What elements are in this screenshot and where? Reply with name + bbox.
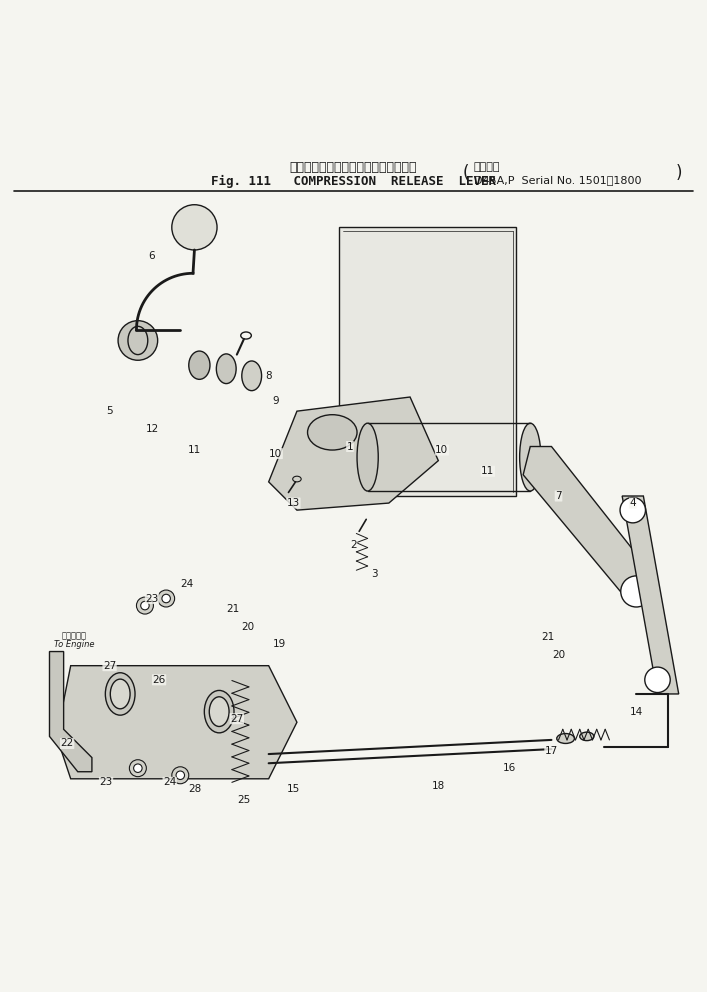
Text: 19: 19 bbox=[273, 640, 286, 650]
Text: 23: 23 bbox=[100, 778, 112, 788]
Text: 10: 10 bbox=[436, 445, 448, 455]
Ellipse shape bbox=[216, 354, 236, 384]
Text: 5: 5 bbox=[106, 406, 113, 417]
Text: 9: 9 bbox=[272, 396, 279, 406]
Text: 8: 8 bbox=[265, 371, 272, 381]
Ellipse shape bbox=[189, 351, 210, 379]
Text: 27: 27 bbox=[230, 713, 243, 724]
Text: (: ( bbox=[463, 164, 469, 182]
Text: 11: 11 bbox=[188, 445, 201, 455]
Text: 20: 20 bbox=[241, 622, 254, 632]
Ellipse shape bbox=[128, 326, 148, 354]
Circle shape bbox=[141, 601, 149, 610]
Circle shape bbox=[134, 764, 142, 773]
Polygon shape bbox=[523, 446, 658, 602]
Text: 23: 23 bbox=[146, 593, 158, 603]
Ellipse shape bbox=[308, 415, 357, 450]
Circle shape bbox=[172, 767, 189, 784]
Text: D45A,P  Serial No. 1501～1800: D45A,P Serial No. 1501～1800 bbox=[474, 175, 641, 185]
Circle shape bbox=[136, 597, 153, 614]
Ellipse shape bbox=[520, 424, 541, 491]
Text: 21: 21 bbox=[542, 633, 554, 643]
Ellipse shape bbox=[580, 732, 594, 741]
Ellipse shape bbox=[242, 361, 262, 391]
Text: 21: 21 bbox=[227, 604, 240, 614]
Text: エンジンへ: エンジンへ bbox=[62, 632, 87, 641]
Text: 26: 26 bbox=[153, 675, 165, 684]
Ellipse shape bbox=[357, 424, 378, 491]
Ellipse shape bbox=[110, 680, 130, 709]
Text: 15: 15 bbox=[287, 785, 300, 795]
Text: 適用号機: 適用号機 bbox=[474, 163, 500, 173]
Circle shape bbox=[129, 760, 146, 777]
Circle shape bbox=[162, 594, 170, 603]
Text: ): ) bbox=[675, 164, 682, 182]
Text: コンプレッション　リリーズ　レバー: コンプレッション リリーズ レバー bbox=[290, 161, 417, 174]
Text: 13: 13 bbox=[287, 498, 300, 508]
Text: 28: 28 bbox=[188, 785, 201, 795]
Text: 22: 22 bbox=[61, 738, 74, 748]
Text: 6: 6 bbox=[148, 251, 156, 261]
Circle shape bbox=[176, 771, 185, 780]
Text: 4: 4 bbox=[629, 498, 636, 508]
Text: 17: 17 bbox=[545, 746, 558, 756]
Polygon shape bbox=[57, 666, 297, 779]
Text: 24: 24 bbox=[181, 579, 194, 589]
Ellipse shape bbox=[105, 673, 135, 715]
Text: 1: 1 bbox=[346, 441, 354, 451]
Circle shape bbox=[620, 497, 645, 523]
Text: To Engine: To Engine bbox=[54, 640, 95, 649]
Text: 11: 11 bbox=[481, 466, 494, 476]
Ellipse shape bbox=[209, 696, 229, 726]
Circle shape bbox=[158, 590, 175, 607]
Text: 3: 3 bbox=[371, 568, 378, 578]
Text: 7: 7 bbox=[555, 491, 562, 501]
Ellipse shape bbox=[204, 690, 234, 733]
Ellipse shape bbox=[557, 733, 574, 743]
Text: 12: 12 bbox=[146, 424, 158, 434]
Text: 18: 18 bbox=[432, 781, 445, 791]
Circle shape bbox=[118, 320, 158, 360]
Text: 20: 20 bbox=[552, 650, 565, 660]
Circle shape bbox=[621, 576, 652, 607]
Polygon shape bbox=[339, 227, 516, 496]
Ellipse shape bbox=[293, 476, 301, 482]
Text: 16: 16 bbox=[503, 763, 515, 773]
Text: 2: 2 bbox=[350, 541, 357, 551]
Polygon shape bbox=[49, 652, 92, 772]
Circle shape bbox=[645, 667, 670, 692]
Text: 14: 14 bbox=[630, 706, 643, 716]
Polygon shape bbox=[269, 397, 438, 510]
Text: 10: 10 bbox=[269, 448, 282, 458]
Text: 25: 25 bbox=[238, 795, 250, 806]
Polygon shape bbox=[622, 496, 679, 694]
Circle shape bbox=[172, 204, 217, 250]
Text: Fig. 111   COMPRESSION  RELEASE  LEVER: Fig. 111 COMPRESSION RELEASE LEVER bbox=[211, 175, 496, 187]
Text: 27: 27 bbox=[103, 661, 116, 671]
Text: 24: 24 bbox=[163, 778, 176, 788]
